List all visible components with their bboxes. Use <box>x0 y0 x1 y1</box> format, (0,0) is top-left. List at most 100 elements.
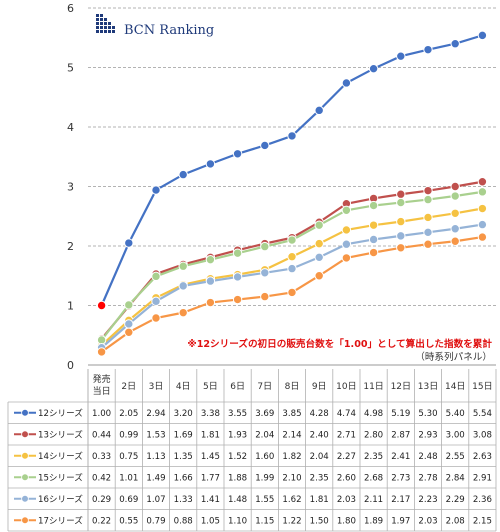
data-label: 3.55 <box>228 409 247 419</box>
data-label: 1.05 <box>201 516 220 526</box>
data-point <box>151 185 161 195</box>
data-point <box>151 313 161 323</box>
annotation-sub: （時系列パネル） <box>415 351 492 363</box>
data-label: 1.45 <box>201 452 220 462</box>
data-label: 2.80 <box>364 430 383 440</box>
data-point <box>314 105 324 116</box>
data-label: 1.62 <box>282 495 301 505</box>
data-label: 2.03 <box>418 516 437 526</box>
data-label: 1.15 <box>255 516 274 526</box>
data-point <box>314 220 324 230</box>
data-point <box>205 276 216 286</box>
legend-entry: 14シリーズ <box>14 450 83 462</box>
data-point <box>151 296 161 307</box>
logo-dot <box>96 14 99 17</box>
y-tick-label: 1 <box>67 300 74 313</box>
data-point <box>178 169 188 180</box>
data-table: 発売当日 2日 3日 4日 5日 6日 7日 8日 9日 10日 11日 12日 13日 14日 15日 12… <box>7 369 497 532</box>
series-1 <box>96 30 488 311</box>
bcn-logo: BCN Ranking <box>96 14 214 38</box>
data-label: 2.10 <box>282 473 301 483</box>
logo-dot <box>96 26 99 29</box>
logo-dot <box>104 22 107 25</box>
data-point <box>368 220 379 230</box>
legend-entry: 17シリーズ <box>14 514 83 526</box>
data-point <box>124 238 134 248</box>
data-point <box>368 247 379 258</box>
data-label: 2.35 <box>364 452 383 462</box>
x-tick-label: 13日 <box>418 381 438 392</box>
logo-dot <box>108 30 111 33</box>
data-point <box>287 235 297 245</box>
data-label: 2.36 <box>473 495 492 505</box>
annotation: ※12シリーズの初日の販売台数を「1.00」として算出した指数を累計 （時系列パ… <box>187 338 492 363</box>
data-label: 2.08 <box>446 516 465 526</box>
data-point <box>423 212 433 223</box>
data-point <box>178 281 188 291</box>
data-point <box>450 39 460 49</box>
data-point <box>396 243 406 253</box>
logo-dot <box>100 22 103 25</box>
x-tick-label: 5日 <box>203 381 218 392</box>
data-label: 2.87 <box>391 430 410 440</box>
data-point <box>178 261 188 271</box>
x-tick-label: 発売当日 <box>93 373 111 397</box>
logo-dot <box>100 14 103 17</box>
data-label: 2.63 <box>473 452 492 462</box>
data-point <box>368 234 379 245</box>
data-point <box>124 327 134 337</box>
data-point <box>124 319 134 329</box>
data-point <box>205 254 216 265</box>
logo-dot <box>108 22 111 25</box>
legend-label: 17シリーズ <box>38 514 83 526</box>
data-label: 0.55 <box>119 516 138 526</box>
data-point <box>205 297 216 308</box>
data-label: 0.42 <box>92 473 111 483</box>
data-label: 0.33 <box>92 452 111 462</box>
data-point <box>396 216 406 227</box>
data-point <box>96 347 107 357</box>
data-label: 2.35 <box>310 473 329 483</box>
data-point <box>314 271 324 281</box>
data-label: 4.28 <box>310 409 329 419</box>
logo-dot <box>100 30 103 33</box>
logo-dot <box>104 30 107 33</box>
x-tick-label: 14日 <box>445 381 465 392</box>
data-point <box>260 140 270 151</box>
data-label: 1.00 <box>92 409 111 419</box>
x-tick-label: 2日 <box>121 381 136 392</box>
legend-entry: 13シリーズ <box>14 428 83 440</box>
data-point <box>232 248 243 258</box>
x-tick-label: 4日 <box>176 381 191 392</box>
data-point <box>423 239 433 249</box>
data-label: 0.75 <box>119 452 138 462</box>
data-point <box>396 231 406 241</box>
data-point <box>260 268 270 278</box>
data-label: 5.40 <box>446 409 465 419</box>
legend-label: 15シリーズ <box>38 471 83 483</box>
data-label: 5.54 <box>473 409 492 419</box>
data-point <box>178 307 188 318</box>
y-tick-label: 0 <box>67 359 74 372</box>
data-point <box>341 225 352 235</box>
data-label: 1.69 <box>174 430 193 440</box>
y-tick-label: 4 <box>67 121 74 134</box>
logo-dot <box>112 30 115 33</box>
legend-marker <box>21 494 29 503</box>
data-point <box>477 219 488 230</box>
data-label: 2.73 <box>391 473 410 483</box>
x-tick-label: 9日 <box>312 381 327 392</box>
data-label: 1.33 <box>174 495 193 505</box>
data-point <box>287 287 297 298</box>
data-point <box>450 208 460 218</box>
data-label: 1.99 <box>255 473 274 483</box>
data-point <box>396 51 406 61</box>
data-point <box>477 232 488 242</box>
data-point <box>477 203 488 214</box>
data-label: 1.07 <box>146 495 165 505</box>
legend-label: 12シリーズ <box>38 407 83 419</box>
data-label: 0.79 <box>146 516 165 526</box>
x-tick-label: 8日 <box>285 381 300 392</box>
logo-dot <box>104 26 107 29</box>
